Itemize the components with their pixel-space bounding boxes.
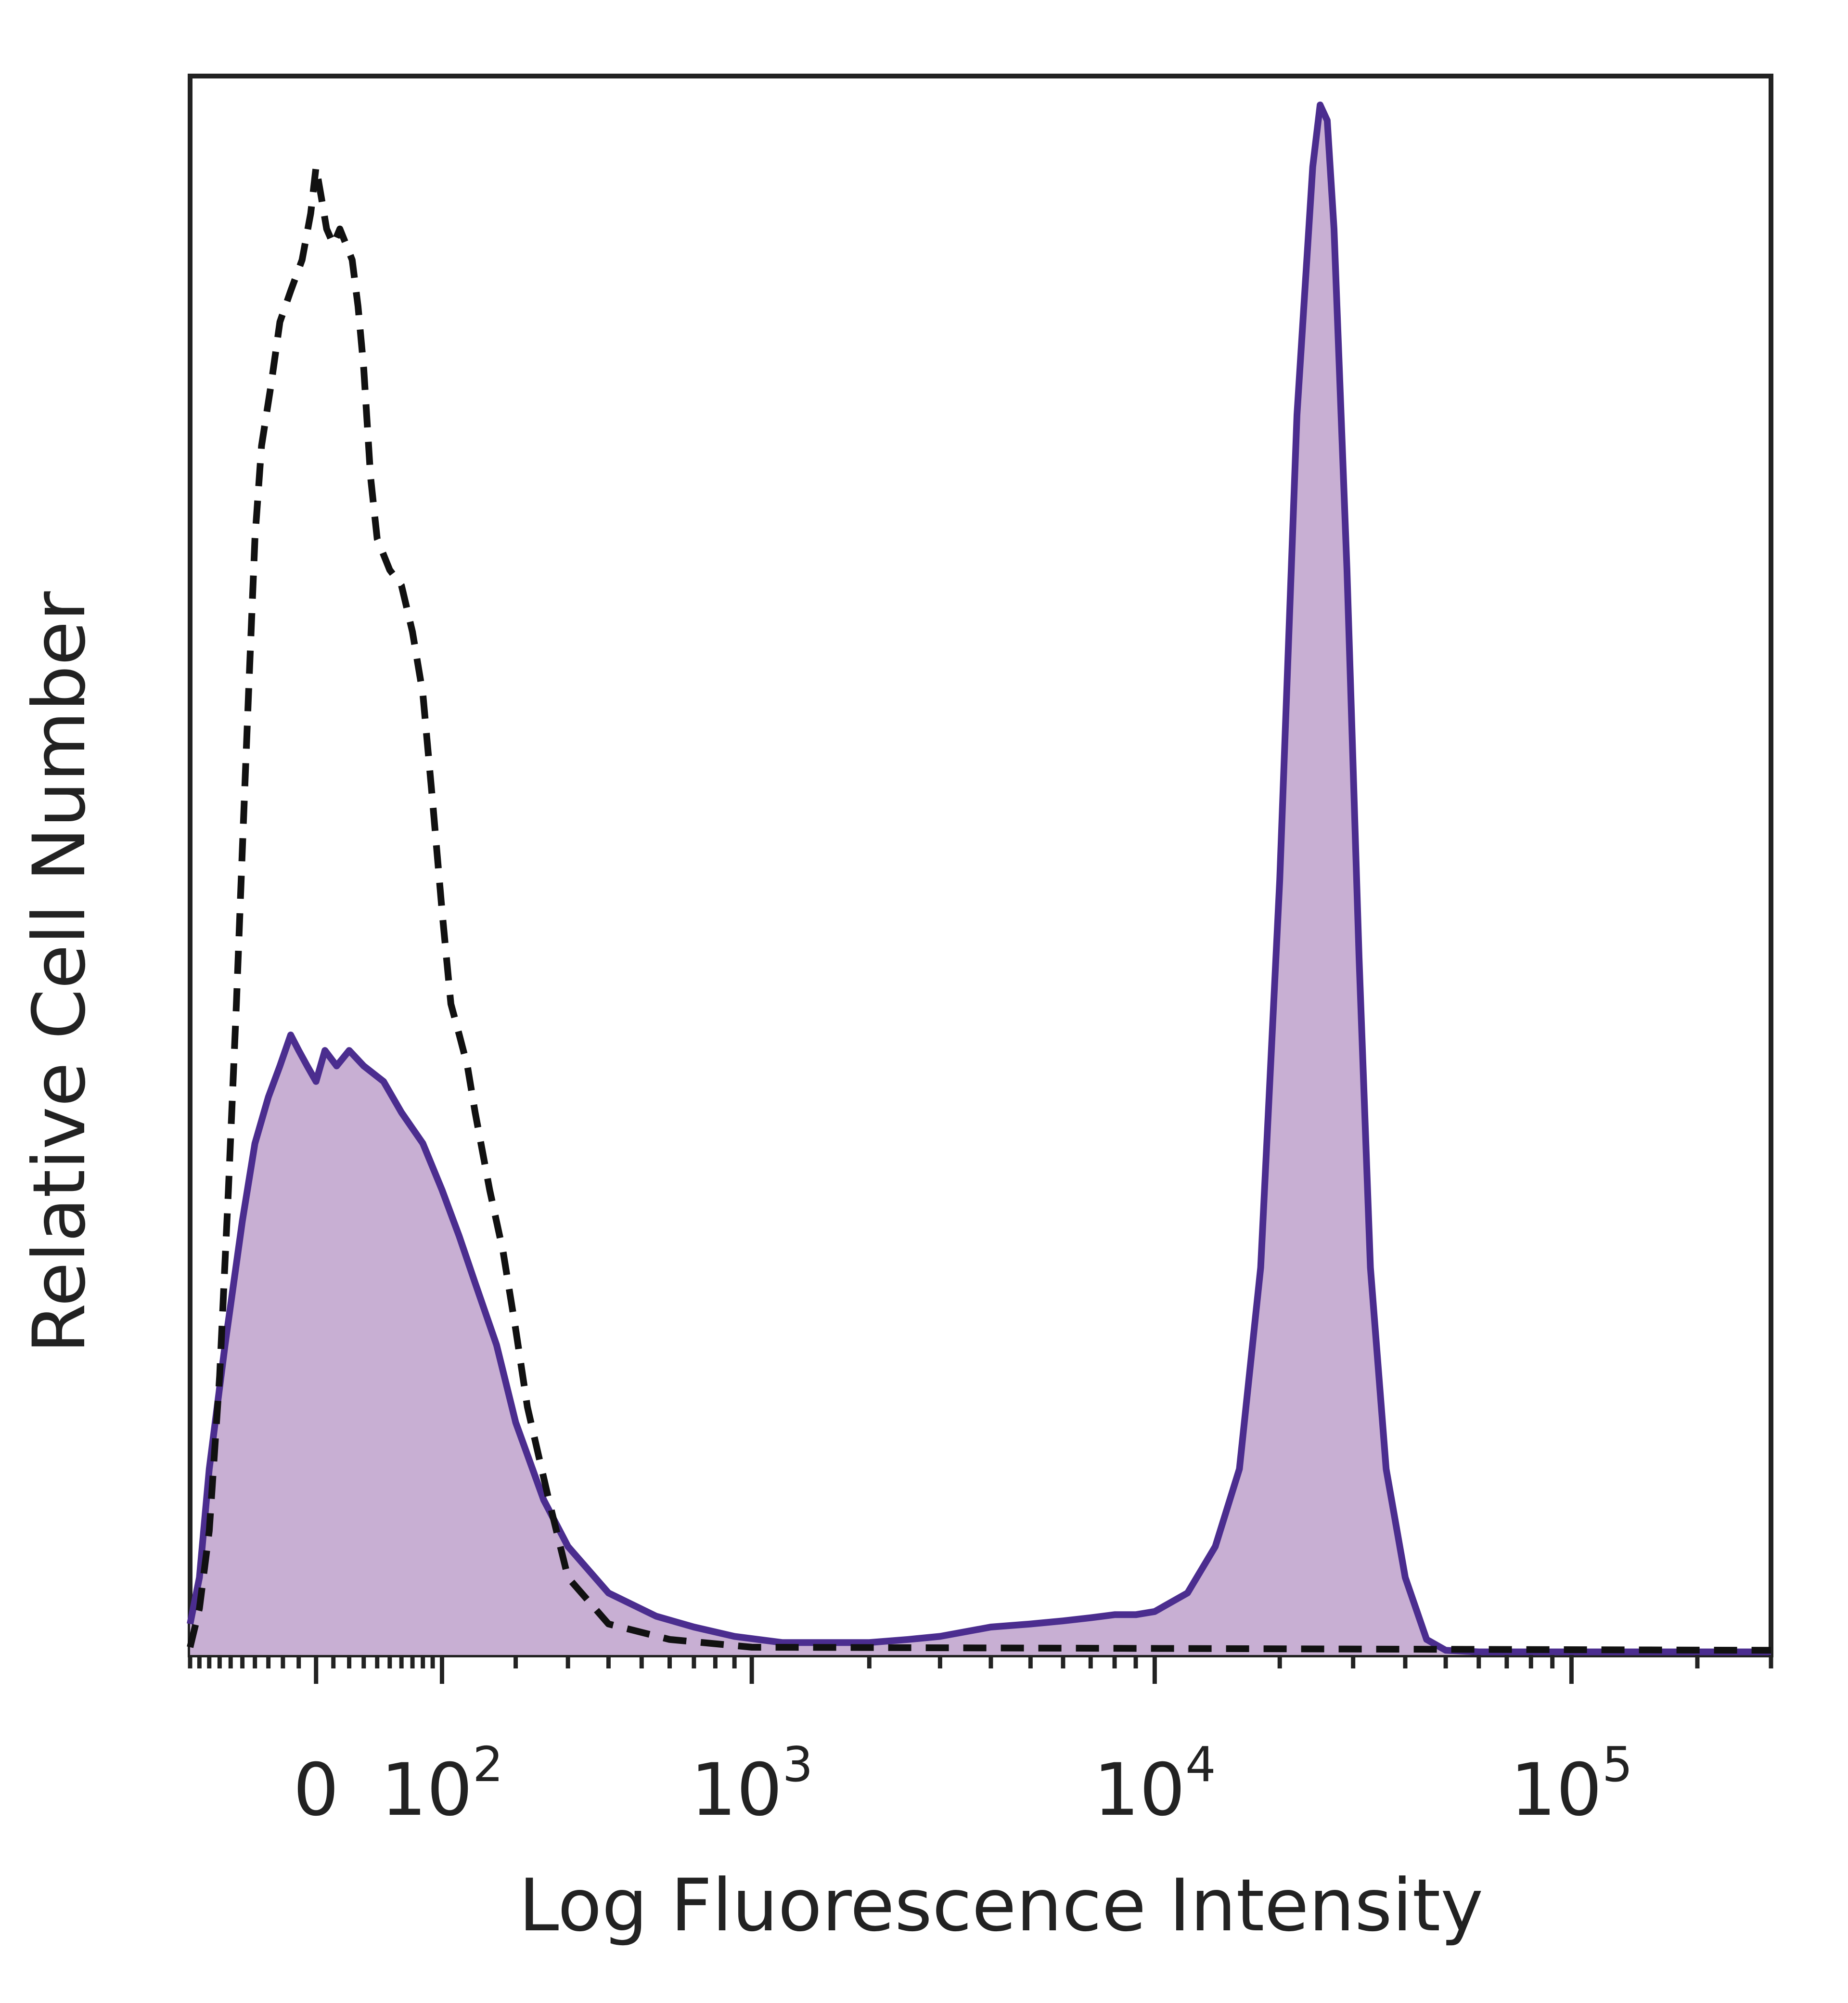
x-tick-label: 102 xyxy=(381,1736,503,1832)
series-1-area xyxy=(190,105,1771,1655)
x-tick-label: 105 xyxy=(1510,1736,1633,1832)
series-layer xyxy=(187,102,1771,1655)
x-axis-title: Log Fluorescence Intensity xyxy=(519,1864,1483,1948)
series-1-line xyxy=(187,102,1771,1655)
x-axis-tick-labels: 0 102 103 104 105 xyxy=(293,1736,1633,1832)
x-axis-ticks xyxy=(188,1655,1773,1684)
x-tick-label: 104 xyxy=(1093,1736,1216,1832)
x-tick-label: 103 xyxy=(691,1736,813,1832)
series-2-dashed-line xyxy=(187,163,1771,1654)
y-axis-title: Relative Cell Number xyxy=(18,591,102,1354)
x-tick-label: 0 xyxy=(293,1748,339,1832)
